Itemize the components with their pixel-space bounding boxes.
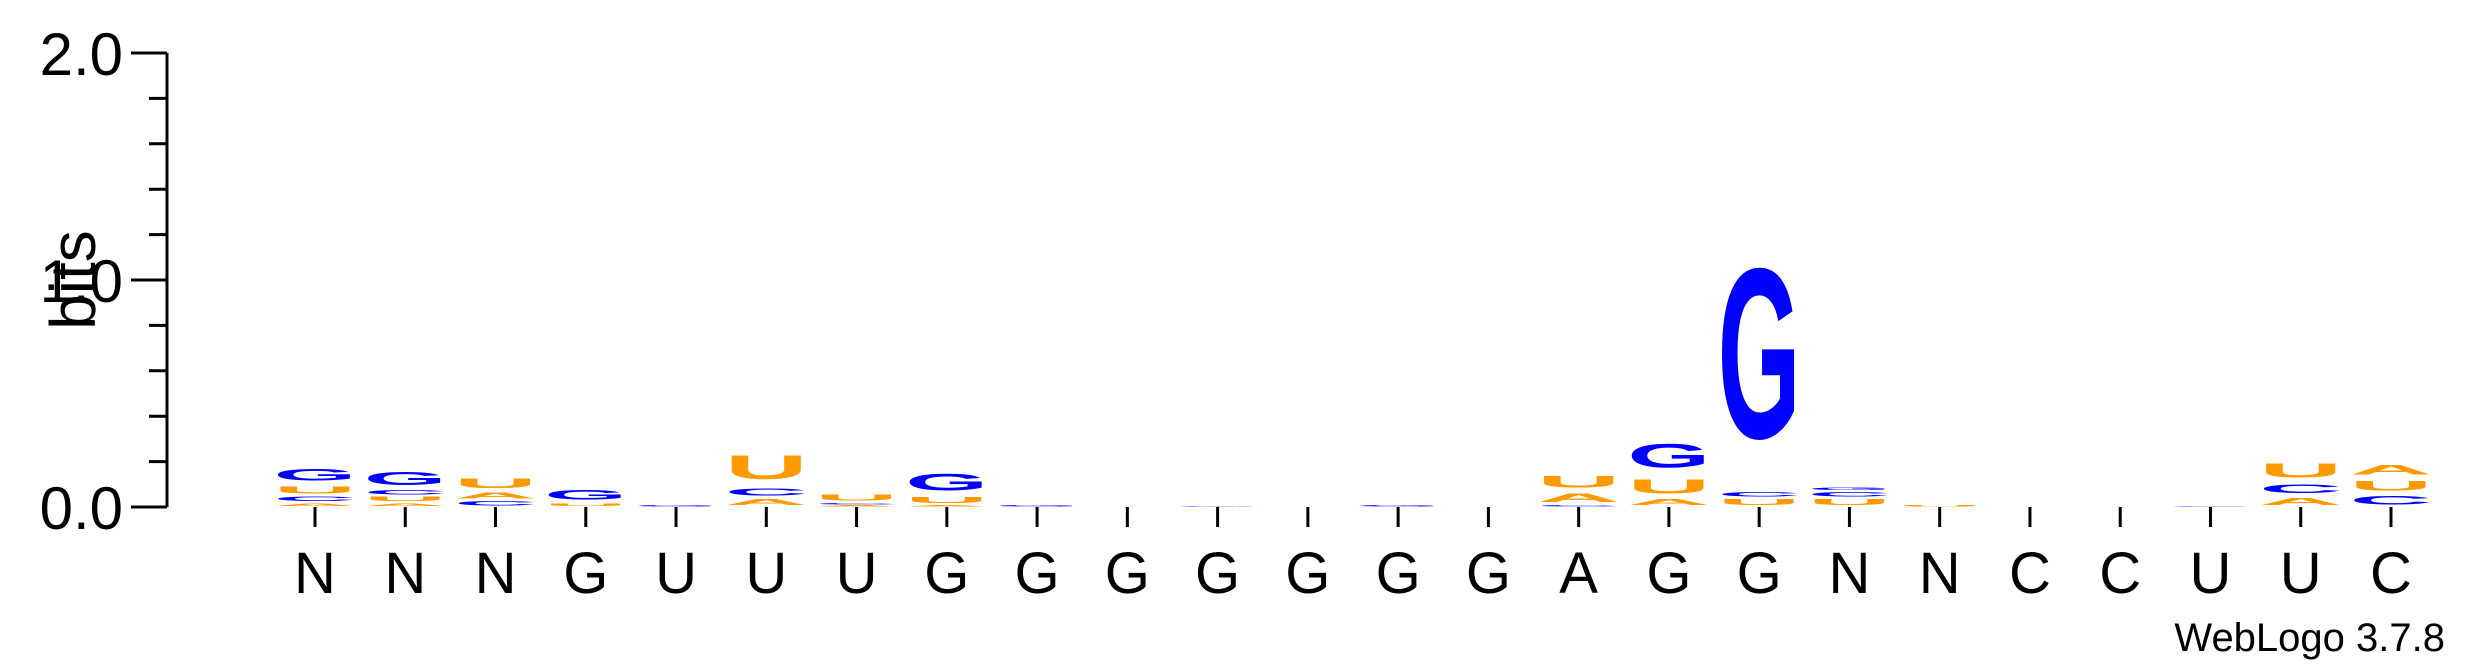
logo-letter-A: A bbox=[1627, 498, 1710, 507]
logo-letter-C: C bbox=[1537, 505, 1620, 507]
logo-letter-G: G bbox=[635, 505, 718, 507]
logo-letter-C: C bbox=[1808, 491, 1891, 498]
logo-letter-A: A bbox=[454, 491, 537, 500]
x-tick-label: G bbox=[1105, 541, 1150, 606]
x-tick-label: U bbox=[836, 541, 878, 606]
x-tick-label: G bbox=[1646, 541, 1691, 606]
y-axis-label: bits bbox=[37, 230, 109, 330]
logo-letter-C: C bbox=[725, 487, 808, 498]
logo-letter-A: A bbox=[1537, 491, 1620, 505]
x-tick-label: G bbox=[1466, 541, 1511, 606]
logo-letter-U: U bbox=[725, 448, 808, 487]
logo-letter-C: C bbox=[2349, 493, 2432, 507]
logo-letter-A: A bbox=[2349, 462, 2432, 478]
logo-letter-U: U bbox=[2349, 478, 2432, 494]
y-tick-label: 0.0 bbox=[40, 475, 123, 542]
x-tick-label: N bbox=[294, 541, 336, 606]
logo-letter-C: C bbox=[364, 489, 447, 496]
logo-letter-C: C bbox=[2169, 506, 2252, 507]
logo-letter-G: G bbox=[996, 505, 1079, 507]
logo-letter-C: C bbox=[2259, 482, 2342, 496]
x-tick-label: G bbox=[924, 541, 969, 606]
x-tick-label: G bbox=[1195, 541, 1240, 606]
logo-letter-A: A bbox=[815, 505, 898, 507]
y-tick-label: 2.0 bbox=[40, 21, 123, 88]
x-tick-label: N bbox=[384, 541, 426, 606]
y-ticks: 0.0 1.0 2.0 bbox=[40, 21, 167, 542]
logo-letter-U: U bbox=[1898, 505, 1981, 507]
x-tick-label: G bbox=[1376, 541, 1421, 606]
x-tick-label: A bbox=[1559, 541, 1598, 606]
logo-letter-G: G bbox=[1176, 506, 1259, 507]
logo-letter-A: A bbox=[2259, 496, 2342, 507]
logo-letter-G: G bbox=[905, 469, 988, 496]
logo-letter-U: U bbox=[273, 484, 356, 495]
x-tick-label: C bbox=[2099, 541, 2141, 606]
logo-letter-A: A bbox=[273, 502, 356, 507]
logo-letter-U: U bbox=[815, 493, 898, 502]
logo-letter-U: U bbox=[364, 496, 447, 503]
x-tick-label: G bbox=[1285, 541, 1330, 606]
logo-letter-G: G bbox=[1808, 487, 1891, 492]
logo-letter-G: G bbox=[1718, 217, 1801, 489]
logo-letter-G: G bbox=[544, 487, 627, 503]
y-tick-label: 1.0 bbox=[40, 248, 123, 315]
x-tick-label: G bbox=[563, 541, 608, 606]
logo-letter-C: C bbox=[454, 500, 537, 507]
x-tick-label: U bbox=[655, 541, 697, 606]
x-tick-label: U bbox=[2190, 541, 2232, 606]
logo-letter-A: A bbox=[725, 498, 808, 507]
logo-letter-U: U bbox=[544, 502, 627, 507]
x-tick-label: N bbox=[1919, 541, 1961, 606]
logo-letter-G: G bbox=[1357, 505, 1440, 507]
logo-letter-C: C bbox=[273, 496, 356, 503]
logo-letter-A: A bbox=[364, 502, 447, 507]
x-tick-label: G bbox=[1015, 541, 1060, 606]
logo-letter-G: G bbox=[1627, 436, 1710, 475]
logo-letter-A: A bbox=[905, 505, 988, 507]
weblogo-version: WebLogo 3.7.8 bbox=[2174, 616, 2445, 660]
x-tick-label: C bbox=[2009, 541, 2051, 606]
logo-letter-U: U bbox=[2259, 459, 2342, 482]
logo-letter-U: U bbox=[905, 496, 988, 505]
logo-letter-C: C bbox=[1718, 491, 1801, 498]
logo-letter-U: U bbox=[1537, 473, 1620, 491]
x-tick-label: U bbox=[2280, 541, 2322, 606]
logo-letter-G: G bbox=[364, 469, 447, 489]
x-tick-label: G bbox=[1737, 541, 1782, 606]
logo-letter-U: U bbox=[1627, 475, 1710, 498]
logo-letter-U: U bbox=[1718, 498, 1801, 507]
logo-letter-C: C bbox=[815, 502, 898, 504]
x-tick-label: C bbox=[2370, 541, 2412, 606]
x-tick-label: N bbox=[475, 541, 517, 606]
logo-letter-U: U bbox=[1808, 498, 1891, 507]
logo-letter-U: U bbox=[454, 475, 537, 491]
x-tick-label: N bbox=[1828, 541, 1870, 606]
logo-letter-G: G bbox=[273, 466, 356, 484]
x-tick-label: U bbox=[745, 541, 787, 606]
